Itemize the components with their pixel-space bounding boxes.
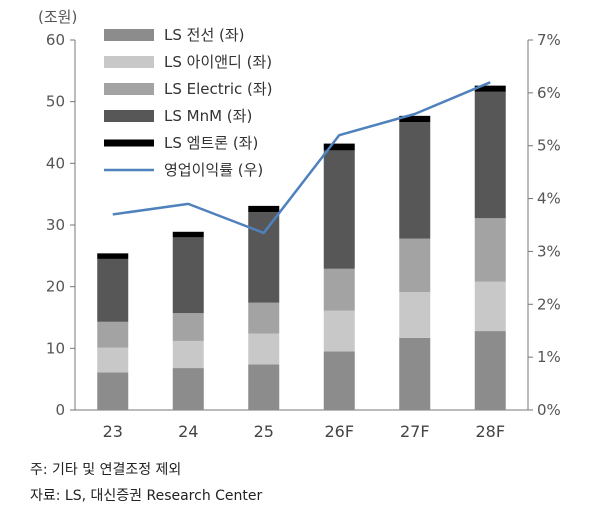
bar-segment	[172, 313, 204, 341]
right-tick-label: 0%	[537, 401, 561, 419]
chart-svg: 0 10 20 30 40 50 60 0% 1% 2% 3% 4% 5% 6% 7% (조원) 23 24 25 2…	[38, 8, 561, 441]
line-group	[112, 81, 491, 235]
right-tick-label: 3%	[537, 242, 561, 260]
source-note: 자료: LS, 대신증권 Research Center	[30, 488, 263, 504]
bar-segment	[248, 205, 280, 213]
bar-segment	[172, 231, 204, 238]
bar-segment	[474, 331, 506, 410]
bar-segment	[172, 237, 204, 314]
bar-segment	[474, 91, 506, 219]
right-tick-label: 5%	[537, 137, 561, 155]
legend-swatch	[104, 110, 154, 122]
bar-segment	[248, 333, 280, 365]
margin-line	[112, 81, 491, 235]
bar-segment	[323, 150, 355, 269]
legend-label: LS MnM (좌)	[164, 107, 252, 125]
category-label: 28F	[475, 422, 505, 441]
legend-label: LS 아이앤디 (좌)	[164, 53, 272, 71]
bar-segment	[399, 337, 431, 410]
bar-segment	[323, 268, 355, 311]
bars-group	[97, 85, 506, 410]
bar-segment	[97, 347, 129, 373]
bar-segment	[97, 372, 129, 410]
left-tick-label: 50	[46, 93, 65, 111]
bar-segment	[248, 212, 280, 303]
category-label: 25	[254, 422, 274, 441]
category-label: 24	[178, 422, 198, 441]
bar-segment	[399, 122, 431, 239]
bar-segment	[248, 302, 280, 334]
footnote: 주: 기타 및 연결조정 제외	[30, 462, 182, 478]
legend-label: 영업이익률 (우)	[164, 161, 263, 179]
category-label: 27F	[400, 422, 430, 441]
ticks-group: 0 10 20 30 40 50 60 0% 1% 2% 3% 4% 5% 6% 7% (조원) 23 24 25 2…	[38, 8, 561, 441]
left-tick-label: 40	[46, 154, 65, 172]
legend-label: LS Electric (좌)	[164, 80, 273, 98]
bar-segment	[323, 143, 355, 151]
legend: LS 전선 (좌) LS 아이앤디 (좌) LS Electric (좌) LS Mn…	[104, 26, 273, 179]
bar-segment	[172, 340, 204, 369]
right-tick-label: 6%	[537, 84, 561, 102]
left-tick-label: 20	[46, 278, 65, 296]
legend-swatch	[104, 83, 154, 95]
bar-segment	[399, 115, 431, 123]
left-tick-label: 60	[46, 31, 65, 49]
bar-segment	[172, 368, 204, 410]
right-tick-label: 7%	[537, 31, 561, 49]
right-tick-label: 1%	[537, 348, 561, 366]
bar-segment	[474, 85, 506, 92]
category-label: 23	[103, 422, 123, 441]
bar-segment	[248, 364, 280, 410]
bar-segment	[97, 253, 129, 259]
right-tick-label: 4%	[537, 190, 561, 208]
notes: 주: 기타 및 연결조정 제외 자료: LS, 대신증권 Research Ce…	[30, 457, 590, 509]
legend-swatch	[104, 56, 154, 68]
bar-segment	[97, 258, 129, 322]
bar-segment	[97, 321, 129, 348]
chart: 0 10 20 30 40 50 60 0% 1% 2% 3% 4% 5% 6% 7% (조원) 23 24 25 2…	[38, 8, 561, 441]
left-tick-label: 30	[46, 216, 65, 234]
bar-segment	[474, 218, 506, 282]
category-label: 26F	[324, 422, 354, 441]
left-axis-unit: (조원)	[38, 8, 77, 26]
bar-segment	[399, 238, 431, 293]
legend-label: LS 엠트론 (좌)	[164, 134, 258, 152]
legend-label: LS 전선 (좌)	[164, 26, 245, 44]
bar-segment	[323, 351, 355, 410]
legend-swatch	[104, 139, 154, 147]
left-tick-label: 0	[55, 401, 65, 419]
bar-segment	[474, 281, 506, 332]
right-tick-label: 2%	[537, 295, 561, 313]
left-tick-label: 10	[46, 339, 65, 357]
bar-segment	[399, 292, 431, 338]
bar-segment	[323, 310, 355, 352]
legend-swatch	[104, 29, 154, 41]
